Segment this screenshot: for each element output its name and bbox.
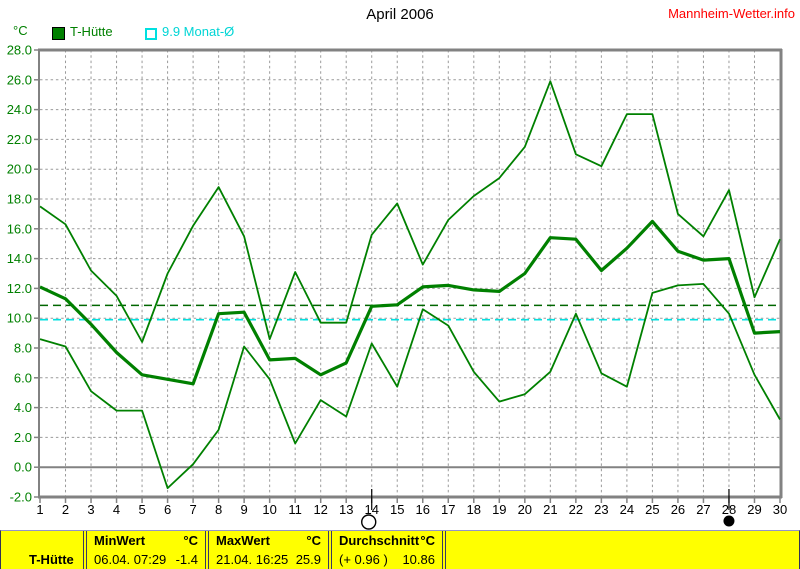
- x-axis-label: 4: [113, 502, 120, 517]
- x-axis-label: 10: [262, 502, 276, 517]
- maxwert-header: MaxWert: [216, 533, 270, 548]
- y-axis-label: 0.0: [14, 460, 32, 475]
- mean-temp-line: [39, 219, 781, 386]
- y-axis-label: 28.0: [7, 43, 32, 58]
- minwert-header: MinWert: [94, 533, 146, 548]
- x-axis-label: 5: [138, 502, 145, 517]
- minwert-value: -1.4: [175, 552, 198, 567]
- x-axis-label: 30: [773, 502, 787, 517]
- durchschnitt-header: Durchschnitt: [339, 533, 420, 548]
- stats-col-minwert: MinWert °C 06.04. 07:29 -1.4: [87, 531, 205, 569]
- y-axis-label: 16.0: [7, 221, 32, 236]
- x-axis-label: 25: [645, 502, 659, 517]
- x-axis-label: 6: [164, 502, 171, 517]
- x-axis-label: 29: [747, 502, 761, 517]
- x-axis-label: 27: [696, 502, 710, 517]
- t-huette-legend-label: T-Hütte: [70, 24, 113, 39]
- y-axis-unit-label: °C: [13, 23, 28, 38]
- x-axis-label: 9: [241, 502, 248, 517]
- y-axis-label: 8.0: [14, 341, 32, 356]
- y-axis-label: 10.0: [7, 311, 32, 326]
- x-axis-label: 7: [189, 502, 196, 517]
- page-title: April 2006: [366, 6, 434, 23]
- maxwert-value: 25.9: [295, 552, 321, 567]
- maxwert-datetime: 21.04. 16:25: [216, 552, 289, 567]
- x-axis-label: 16: [416, 502, 430, 517]
- x-axis-label: 19: [492, 502, 506, 517]
- minwert-unit: °C: [183, 533, 198, 548]
- t-huette-legend-swatch: [52, 27, 65, 40]
- durchschnitt-anomaly: (+ 0.96 ): [339, 552, 388, 567]
- x-axis-label: 8: [215, 502, 222, 517]
- table-separator: [328, 531, 332, 569]
- y-axis-label: 12.0: [7, 281, 32, 296]
- y-axis-label: 20.0: [7, 162, 32, 177]
- max-temp-line: [39, 80, 781, 343]
- table-separator: [442, 531, 446, 569]
- x-axis-label: 26: [671, 502, 685, 517]
- x-axis-label: 22: [569, 502, 583, 517]
- table-separator: [205, 531, 209, 569]
- x-axis-label: 12: [313, 502, 327, 517]
- x-axis-label: 24: [620, 502, 634, 517]
- durchschnitt-unit: °C: [420, 533, 435, 548]
- minwert-datetime: 06.04. 07:29: [94, 552, 167, 567]
- y-axis-label: 14.0: [7, 251, 32, 266]
- x-axis-label: 11: [288, 502, 302, 517]
- y-axis-label: 26.0: [7, 72, 32, 87]
- y-axis-label: 4.0: [14, 400, 32, 415]
- x-axis-label: 2: [62, 502, 69, 517]
- stats-label-header-spacer: [1, 531, 83, 550]
- y-axis-label: 2.0: [14, 430, 32, 445]
- x-axis-label: 23: [594, 502, 608, 517]
- y-axis-label: -2.0: [10, 490, 32, 505]
- month-average-legend-swatch: [145, 28, 157, 40]
- maxwert-unit: °C: [306, 533, 321, 548]
- x-axis-label: 15: [390, 502, 404, 517]
- new-moon-marker: [723, 515, 735, 527]
- x-axis-label: 13: [339, 502, 353, 517]
- min-temp-line: [39, 282, 781, 490]
- stats-col-durchschnitt: Durchschnitt °C (+ 0.96 ) 10.86: [332, 531, 442, 569]
- x-axis-label: 3: [87, 502, 94, 517]
- x-axis-label: 1: [36, 502, 43, 517]
- month-average-legend-label: 9.9 Monat-Ø: [162, 24, 235, 39]
- stats-table: T-Hütte MinWert °C 06.04. 07:29 -1.4 Max…: [0, 530, 800, 569]
- stats-row-label: T-Hütte: [29, 552, 74, 567]
- stats-col-maxwert: MaxWert °C 21.04. 16:25 25.9: [209, 531, 328, 569]
- x-axis-label: 18: [467, 502, 481, 517]
- table-separator: [83, 531, 87, 569]
- y-axis-label: 6.0: [14, 370, 32, 385]
- stats-col-label: T-Hütte: [1, 531, 83, 569]
- site-link[interactable]: Mannheim-Wetter.info: [668, 6, 795, 21]
- x-axis-label: 17: [441, 502, 455, 517]
- x-axis-label: 20: [518, 502, 532, 517]
- full-moon-marker: [361, 514, 377, 530]
- y-axis-label: 18.0: [7, 192, 32, 207]
- x-axis-label: 21: [543, 502, 557, 517]
- stats-col-empty: [446, 531, 799, 569]
- y-axis-label: 24.0: [7, 102, 32, 117]
- temperature-chart: -2.0 0.0 2.0 4.0 6.0 8.0 10.0 12.0 14.0 16.0 18.0 2…: [7, 43, 787, 530]
- y-axis-label: 22.0: [7, 132, 32, 147]
- durchschnitt-value: 10.86: [402, 552, 435, 567]
